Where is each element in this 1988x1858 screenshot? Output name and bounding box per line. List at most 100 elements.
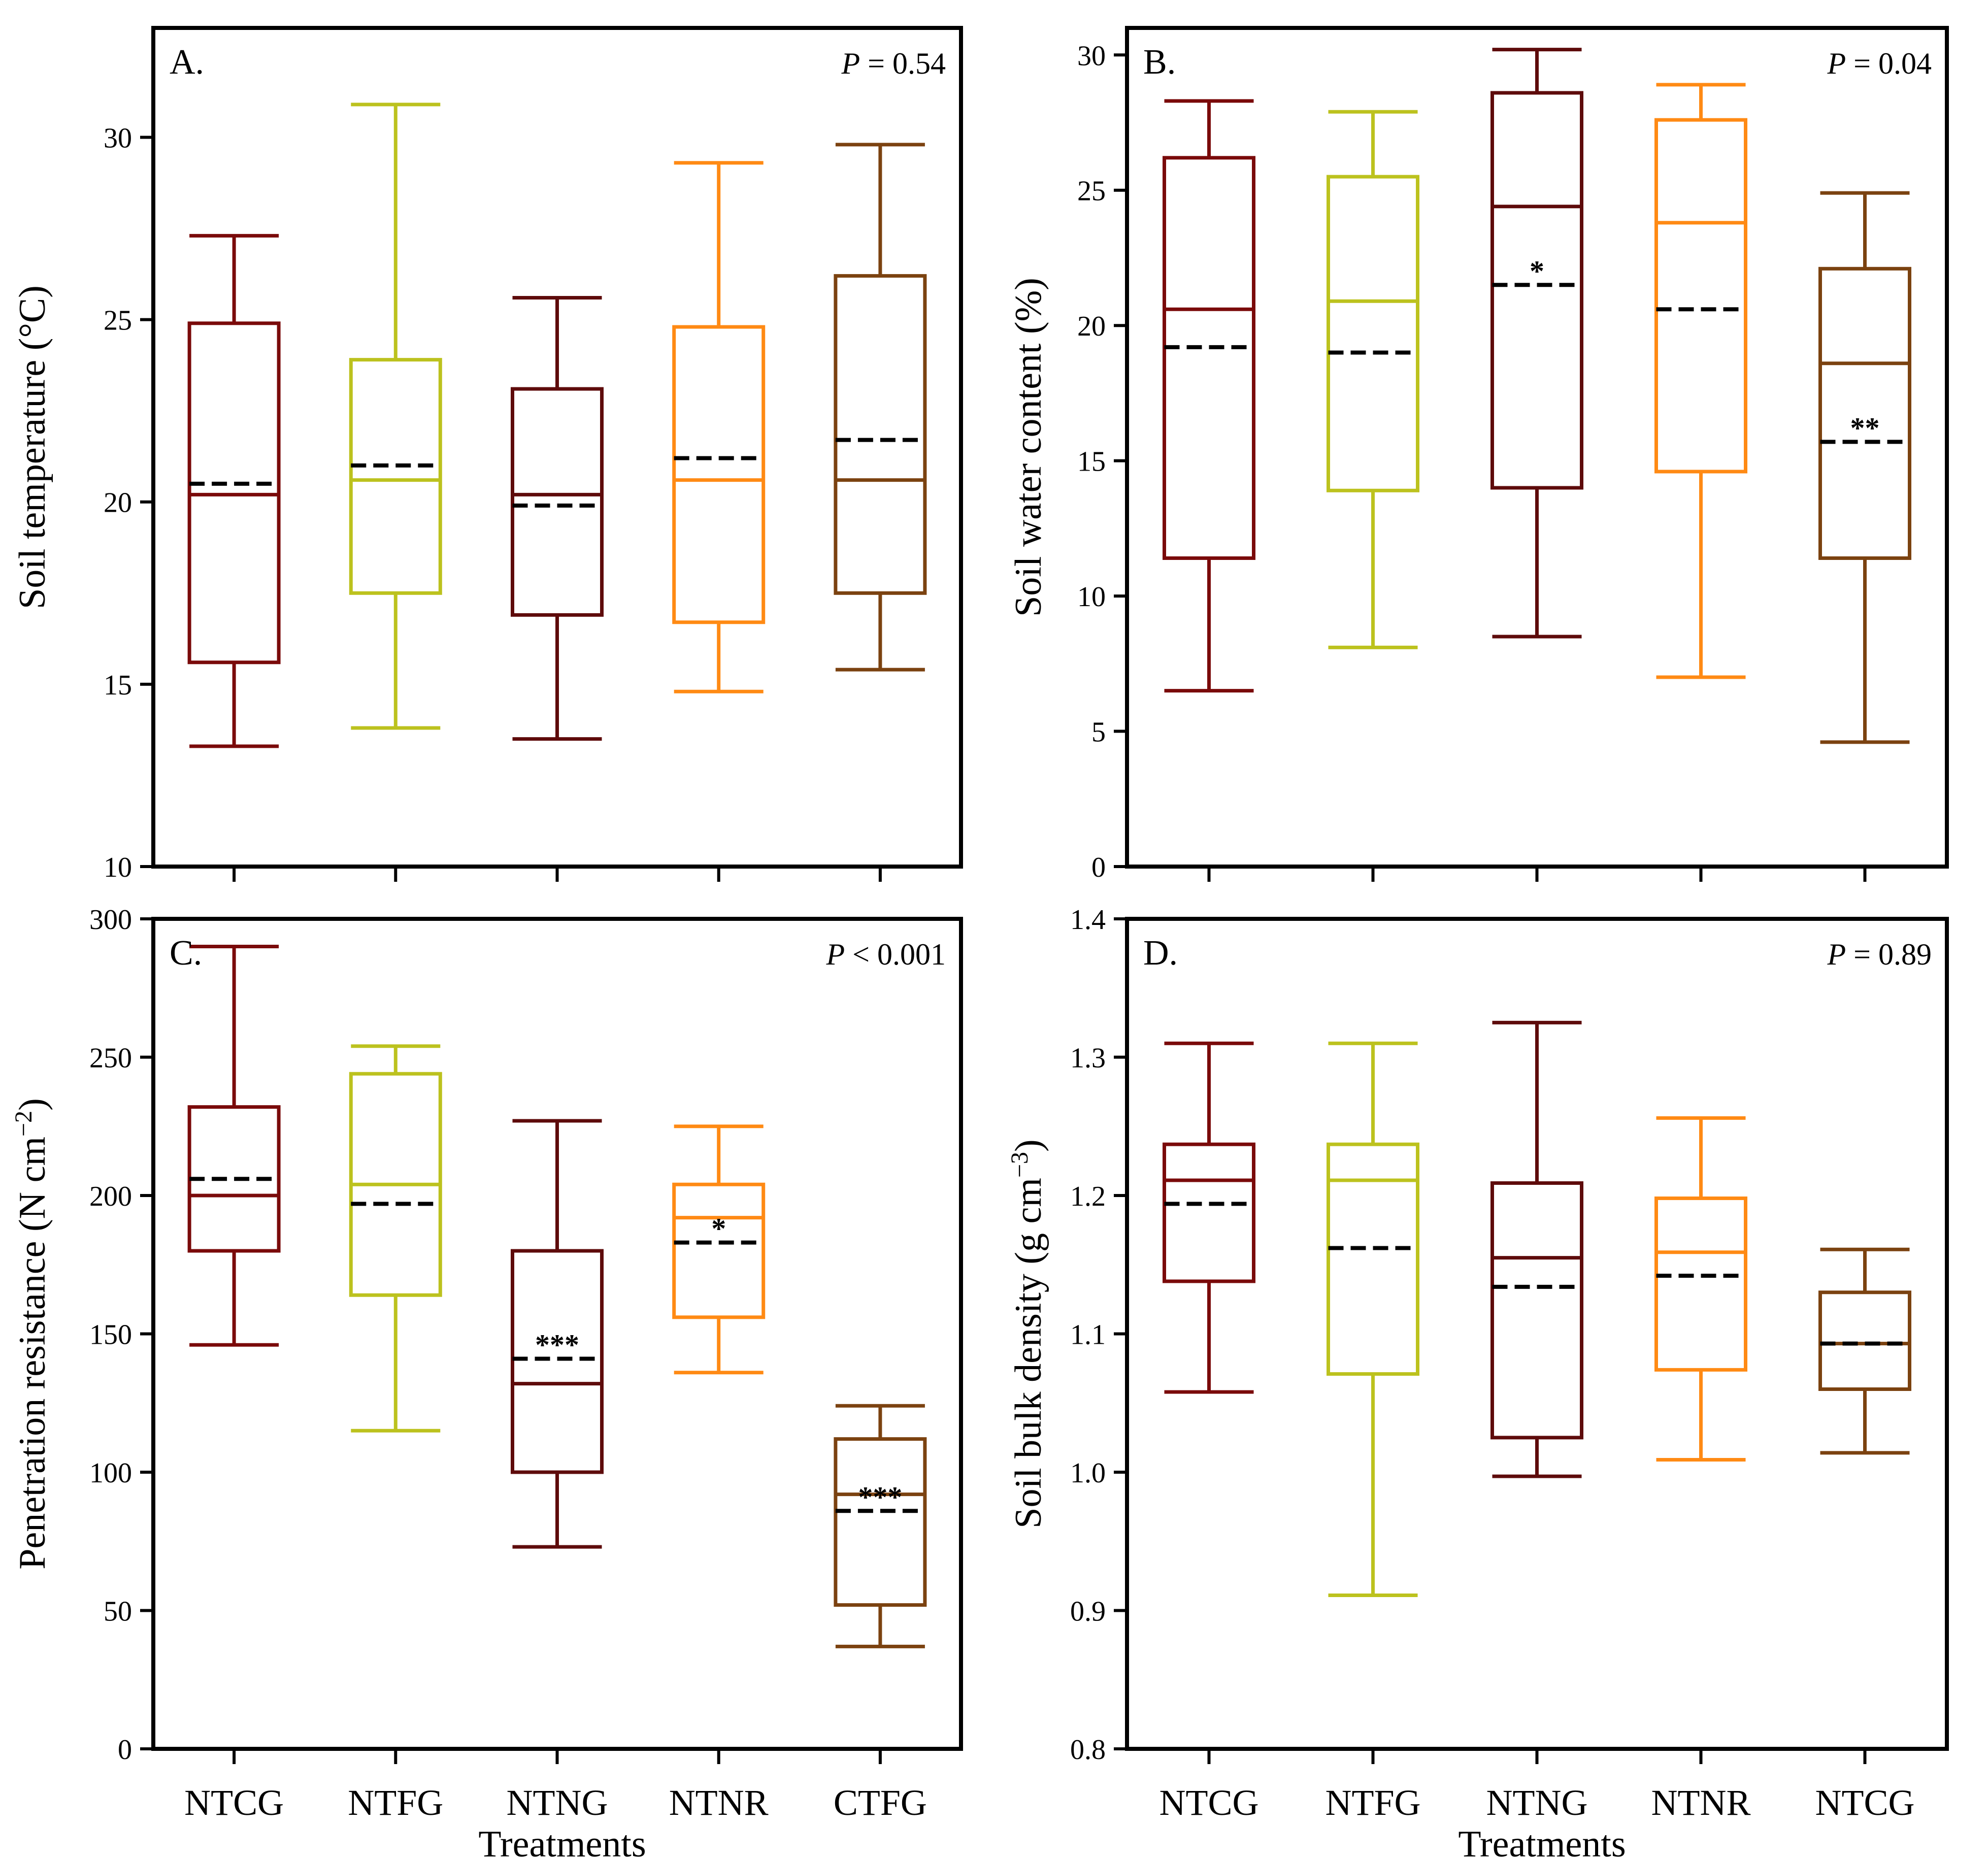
y-tick-label: 30 [1077, 40, 1106, 72]
y-tick-label: 200 [89, 1181, 132, 1212]
plot-frame [1125, 917, 1949, 1751]
plot-frame [151, 26, 963, 869]
box-ntng: *** [511, 1119, 604, 1549]
box-ntcg [1163, 1041, 1255, 1394]
y-tick-label: 1.0 [1070, 1457, 1106, 1489]
significance-label: * [1530, 254, 1544, 287]
category-label: NTNR [669, 1782, 769, 1823]
p-symbol: P [841, 47, 860, 80]
y-tick-label: 15 [1077, 446, 1106, 478]
y-tick-label: 5 [1091, 717, 1106, 748]
box-ntfg [1327, 110, 1419, 649]
box-rect [511, 387, 604, 617]
box-rect [1490, 1181, 1583, 1440]
box-ntnr [672, 161, 766, 693]
p-value-label: P = 0.89 [1827, 938, 1932, 971]
plot-frame [151, 917, 963, 1751]
p-symbol: P [826, 938, 845, 971]
panel-letter: A. [170, 43, 204, 82]
category-label: NTFG [1325, 1782, 1420, 1823]
box-rect [349, 358, 442, 595]
y-axis-title-end: ) [1008, 1139, 1049, 1152]
category-label: NTNG [507, 1782, 608, 1823]
box-rect [1654, 1196, 1747, 1372]
y-tick-label: 30 [104, 122, 132, 154]
box-rect [672, 1182, 766, 1319]
p-symbol: P [1827, 47, 1846, 80]
panel-letter: B. [1143, 43, 1176, 82]
category-label: NTFG [348, 1782, 443, 1823]
box-ntnr [1654, 1116, 1747, 1462]
box-ntfg [1327, 1041, 1419, 1598]
box-ntng [511, 296, 604, 741]
y-axis-title-end: ) [12, 1098, 53, 1111]
significance-label: * [711, 1212, 726, 1245]
significance-label: *** [535, 1329, 579, 1362]
box-rect [1163, 1142, 1255, 1283]
y-tick-label: 100 [89, 1457, 132, 1489]
y-tick-label: 25 [104, 305, 132, 337]
y-tick-label: 0.9 [1070, 1596, 1106, 1628]
box-rect [1327, 1142, 1419, 1376]
box-rect [1654, 118, 1747, 474]
y-tick-label: 0.8 [1070, 1734, 1106, 1766]
y-axis-title-main: Soil bulk density (g cm [1008, 1178, 1049, 1529]
x-axis-title: Treatments [478, 1823, 646, 1858]
box-rect [1327, 175, 1419, 492]
box-rect [187, 321, 281, 665]
panel-a: 10 15 20 25 30 A. P = 0.54 Soil temperature (°C… [12, 26, 963, 883]
y-tick-label: 300 [89, 904, 132, 936]
box-rect [834, 1437, 927, 1607]
plot-frame [1125, 26, 1949, 869]
box-ntng: * [1490, 48, 1583, 639]
y-tick-label: 20 [104, 487, 132, 519]
y-tick-label: 50 [104, 1596, 132, 1628]
panel-letter: C. [170, 934, 202, 973]
y-axis-title: Soil water content (%) [1008, 278, 1049, 617]
panel-letter: D. [1143, 934, 1178, 973]
box-ntcg [187, 234, 281, 748]
p-value-text: < 0.001 [845, 938, 946, 971]
x-axis-title: Treatments [1458, 1823, 1626, 1858]
y-tick-label: 25 [1077, 176, 1106, 207]
y-tick-label: 0 [1091, 852, 1106, 883]
y-tick-label: 10 [1077, 581, 1106, 613]
p-value-text: = 0.89 [1846, 938, 1932, 971]
box-ctfg: *** [834, 1404, 927, 1648]
y-tick-label: 1.4 [1070, 904, 1106, 936]
y-axis-title: Penetration resistance (N cm−2) [10, 1098, 54, 1569]
y-tick-label: 150 [89, 1319, 132, 1351]
box-ntnr [1654, 83, 1747, 679]
y-tick-label: 1.3 [1070, 1043, 1106, 1074]
y-tick-label: 15 [104, 670, 132, 701]
y-axis-title: Soil bulk density (g cm−3) [1006, 1139, 1050, 1528]
box-rect [1818, 1290, 1911, 1391]
box-ntcg [1163, 99, 1255, 693]
y-tick-label: 10 [104, 852, 132, 883]
y-tick-label: 0 [118, 1734, 132, 1766]
y-tick-label: 1.2 [1070, 1181, 1106, 1212]
box-rect [1490, 91, 1583, 490]
significance-label: ** [1850, 411, 1880, 444]
y-axis-title-superscript: −3 [1006, 1152, 1033, 1178]
box-ntnr: * [672, 1124, 766, 1375]
box-ntcg [1818, 1247, 1911, 1455]
box-ntng [1490, 1020, 1583, 1478]
p-value-label: P < 0.001 [826, 938, 946, 971]
significance-label: *** [858, 1480, 902, 1513]
box-ctfg [834, 143, 927, 672]
category-label: NTCG [1815, 1782, 1915, 1823]
y-axis-title: Soil temperature (°C) [12, 285, 53, 609]
category-label: CTFG [834, 1782, 927, 1823]
category-label: NTNG [1486, 1782, 1588, 1823]
panel-d: 0.8 0.9 1.0 1.1 1.2 1.3 1.4 D. P = 0.89 Soil bulk… [1006, 904, 1949, 1858]
box-ntfg [349, 1044, 442, 1433]
p-value-text: = 0.54 [860, 47, 946, 80]
box-ntcg [187, 945, 281, 1347]
box-ntfg [349, 103, 442, 730]
box-rect [511, 1249, 604, 1474]
y-tick-label: 1.1 [1070, 1319, 1106, 1351]
